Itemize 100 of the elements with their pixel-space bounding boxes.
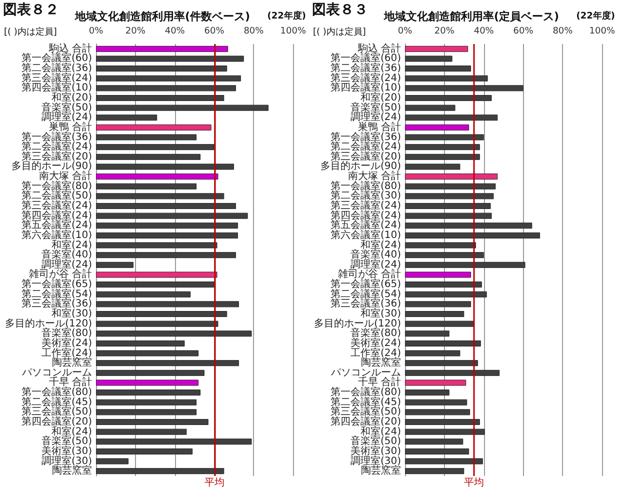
text: [( )内は定員] <box>4 26 57 38</box>
bar <box>405 311 464 317</box>
bar <box>96 114 158 121</box>
x-tick-label: 20% <box>434 26 455 36</box>
bar <box>405 399 468 406</box>
bar <box>405 56 452 62</box>
y-tick-label: 和室(30) <box>360 308 402 320</box>
bar <box>405 174 498 180</box>
x-tick-label: 40% <box>164 26 186 36</box>
bar <box>96 428 187 435</box>
bar <box>405 360 478 366</box>
text: 図表８２ <box>3 2 59 18</box>
text: (22年度) <box>267 10 306 22</box>
x-tick-label: 60% <box>204 26 225 36</box>
y-tick-label: 美術室(30) <box>350 444 402 457</box>
text: 図表８３ <box>312 2 368 18</box>
x-tick-label: 100% <box>589 26 616 36</box>
bar <box>96 242 218 248</box>
y-tick-label: 和室(20) <box>360 92 402 104</box>
bar <box>405 448 470 454</box>
x-tick-label: 80% <box>552 26 574 36</box>
bar <box>96 75 241 82</box>
bar <box>96 85 236 92</box>
bar <box>96 56 244 62</box>
y-tick-label: 第六会議室(10) <box>330 228 402 241</box>
y-tick-label: 第二会議室(45) <box>21 396 92 408</box>
bar <box>405 144 480 150</box>
bar <box>96 409 197 416</box>
x-tick-label: 40% <box>474 26 494 36</box>
bar <box>405 114 498 121</box>
bar <box>96 144 214 150</box>
bar <box>96 212 248 219</box>
bar <box>96 262 134 268</box>
bar <box>96 438 252 445</box>
bar <box>96 134 197 140</box>
y-tick-label: 第四会議室(24) <box>21 209 92 222</box>
y-tick-label: 第一会議室(36) <box>330 130 402 143</box>
y-tick-label: 第二会議室(54) <box>21 288 92 300</box>
y-tick-label: 第四会議室(20) <box>330 416 402 428</box>
bar <box>405 183 496 190</box>
bar <box>96 320 218 327</box>
bar <box>405 370 500 376</box>
bar <box>96 399 197 406</box>
bar <box>405 95 492 101</box>
y-tick-label: 和室(30) <box>51 308 92 320</box>
bar <box>96 164 234 170</box>
y-tick-label: 陶芸窯室 <box>361 464 401 477</box>
bar <box>405 212 492 219</box>
y-tick-label: 美術室(24) <box>41 336 92 349</box>
bar <box>405 419 480 425</box>
bar <box>405 272 472 278</box>
bar <box>96 222 238 229</box>
bar <box>96 232 238 238</box>
bar <box>96 350 199 356</box>
bar <box>96 124 212 130</box>
x-tick-label: 60% <box>513 26 534 36</box>
bar <box>96 380 199 386</box>
x-tick-label: 20% <box>125 26 146 36</box>
bar <box>96 301 239 308</box>
bar <box>405 409 470 416</box>
y-tick-label: 第三会議室(24) <box>330 200 402 212</box>
bar <box>96 104 268 111</box>
bar <box>96 458 129 464</box>
x-tick-label: 80% <box>244 26 264 36</box>
bar <box>405 203 491 209</box>
bar <box>96 282 214 288</box>
y-tick-label: 第一会議室(80) <box>330 180 402 192</box>
bar <box>96 95 224 101</box>
bar <box>405 262 526 268</box>
y-tick-label: 第六会議室(10) <box>21 228 92 241</box>
y-tick-label: 美術室(24) <box>350 336 402 349</box>
bar <box>405 350 460 356</box>
y-tick-label: 第三会議室(20) <box>21 150 92 162</box>
bar <box>405 428 485 435</box>
x-tick-label: 0% <box>398 26 413 36</box>
bar <box>96 193 224 200</box>
bar <box>405 390 450 396</box>
y-tick-label: 巣鴨 合計 <box>48 120 92 133</box>
y-tick-label: 第三会議室(20) <box>330 150 402 162</box>
y-tick-label: 調理室(24) <box>41 258 92 270</box>
text: [( )内は定員] <box>313 26 366 38</box>
bar <box>405 222 532 229</box>
bar <box>405 46 468 52</box>
y-tick-label: 第一会議室(80) <box>21 180 92 192</box>
y-tick-label: 陶芸窯室 <box>52 464 92 477</box>
bar <box>96 468 224 474</box>
bar <box>96 66 228 72</box>
bar <box>405 320 474 327</box>
y-tick-label: 美術室(30) <box>41 444 92 457</box>
bar <box>405 193 494 200</box>
bar <box>96 154 200 160</box>
bar <box>96 448 193 454</box>
bar <box>405 164 460 170</box>
chart-title: 地域文化創造館利用率(件数ベース) <box>74 10 250 23</box>
x-tick-label: 100% <box>280 26 306 36</box>
y-tick-label: 陶芸窯室 <box>52 356 92 369</box>
ref-line-label: 平均 <box>204 476 224 488</box>
bar <box>405 291 487 298</box>
bar <box>405 340 481 346</box>
bar <box>405 104 456 111</box>
